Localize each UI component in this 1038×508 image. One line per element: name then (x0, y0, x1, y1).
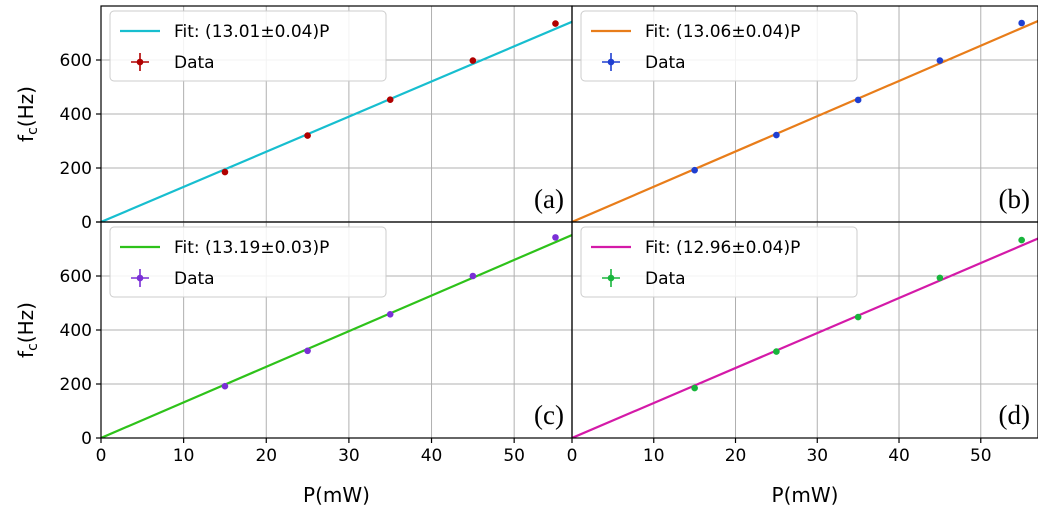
legend: Fit: (13.19±0.03)P Data (109, 226, 387, 298)
y-tick-label: 600 (60, 51, 92, 71)
data-point (221, 382, 229, 390)
y-tick-label: 200 (60, 375, 92, 395)
fit-line (572, 237, 1038, 438)
legend-fit-label: Fit: (12.96±0.04)P (645, 238, 800, 258)
data-point (304, 347, 311, 355)
panel-b: Fit: (13.06±0.04)P Data (b) (571, 5, 1038, 223)
panel-d: 0 10 20 30 40 50 P(mW) Fit: (12.96±0.04)P Data (d… (567, 221, 1038, 507)
data-point (936, 274, 944, 282)
panel-label: (b) (999, 184, 1030, 214)
data-point (1018, 19, 1025, 27)
fit-line (101, 20, 572, 222)
x-tick-label: 10 (643, 446, 665, 466)
legend-data-label: Data (174, 269, 215, 289)
x-axis-label: P(mW) (772, 483, 839, 507)
data-point (936, 57, 944, 64)
legend-data-swatch (602, 269, 620, 287)
x-tick-label: 0 (567, 446, 578, 466)
data-point (691, 384, 698, 392)
data-point (773, 131, 780, 139)
x-tick-label: 0 (96, 446, 107, 466)
panel-a: 0 200 400 600 fc(Hz) Fit: (13.01±0.04)P Data (a… (14, 5, 573, 233)
legend-data-label: Data (645, 53, 686, 73)
data-point (386, 311, 394, 318)
legend-data-label: Data (174, 53, 215, 73)
fit-line (572, 19, 1038, 222)
y-tick-label: 200 (60, 159, 92, 179)
x-tick-label: 50 (970, 446, 992, 466)
x-tick-label: 40 (888, 446, 910, 466)
legend-data-swatch (131, 53, 149, 71)
data-point (221, 168, 229, 176)
legend: Fit: (13.01±0.04)P Data (109, 10, 387, 82)
panel-label: (d) (999, 400, 1030, 430)
data-point (854, 313, 862, 321)
panel-label: (c) (534, 400, 564, 430)
panel-label: (a) (534, 184, 564, 214)
data-point (469, 57, 477, 64)
legend-data-swatch (602, 53, 620, 71)
legend-data-swatch (131, 269, 149, 287)
y-tick-label: 400 (60, 105, 92, 125)
legend-data-label: Data (645, 269, 686, 289)
x-tick-label: 10 (173, 446, 195, 466)
y-axis-label: fc(Hz) (14, 86, 41, 142)
legend: Fit: (13.06±0.04)P Data (580, 10, 858, 82)
y-axis-label: fc(Hz) (14, 302, 41, 358)
x-tick-label: 30 (338, 446, 360, 466)
legend-fit-label: Fit: (13.06±0.04)P (645, 22, 800, 42)
panel-c: 0 200 400 600 fc(Hz) 0 10 20 30 40 50 P(mW) Fit: (13… (14, 221, 573, 507)
data-point (469, 272, 477, 280)
x-tick-label: 20 (255, 446, 277, 466)
fit-line (101, 233, 572, 438)
x-tick-label: 30 (806, 446, 828, 466)
legend-fit-label: Fit: (13.19±0.03)P (174, 238, 329, 258)
legend: Fit: (12.96±0.04)P Data (580, 226, 858, 298)
y-tick-label: 0 (81, 213, 92, 233)
data-point (386, 96, 394, 103)
plot-frame (571, 221, 1038, 439)
data-point (304, 132, 311, 139)
x-tick-label: 50 (503, 446, 525, 466)
y-tick-label: 400 (60, 321, 92, 341)
data-point (773, 348, 780, 355)
data-point (854, 96, 862, 104)
x-tick-label: 20 (725, 446, 747, 466)
data-point (552, 20, 559, 27)
x-tick-label: 40 (421, 446, 443, 466)
data-point (691, 166, 698, 174)
y-tick-label: 600 (60, 267, 92, 287)
x-axis-label: P(mW) (303, 483, 370, 507)
y-tick-label: 0 (81, 429, 92, 449)
data-point (552, 234, 559, 241)
data-point (1018, 236, 1025, 244)
legend-fit-label: Fit: (13.01±0.04)P (174, 22, 329, 42)
